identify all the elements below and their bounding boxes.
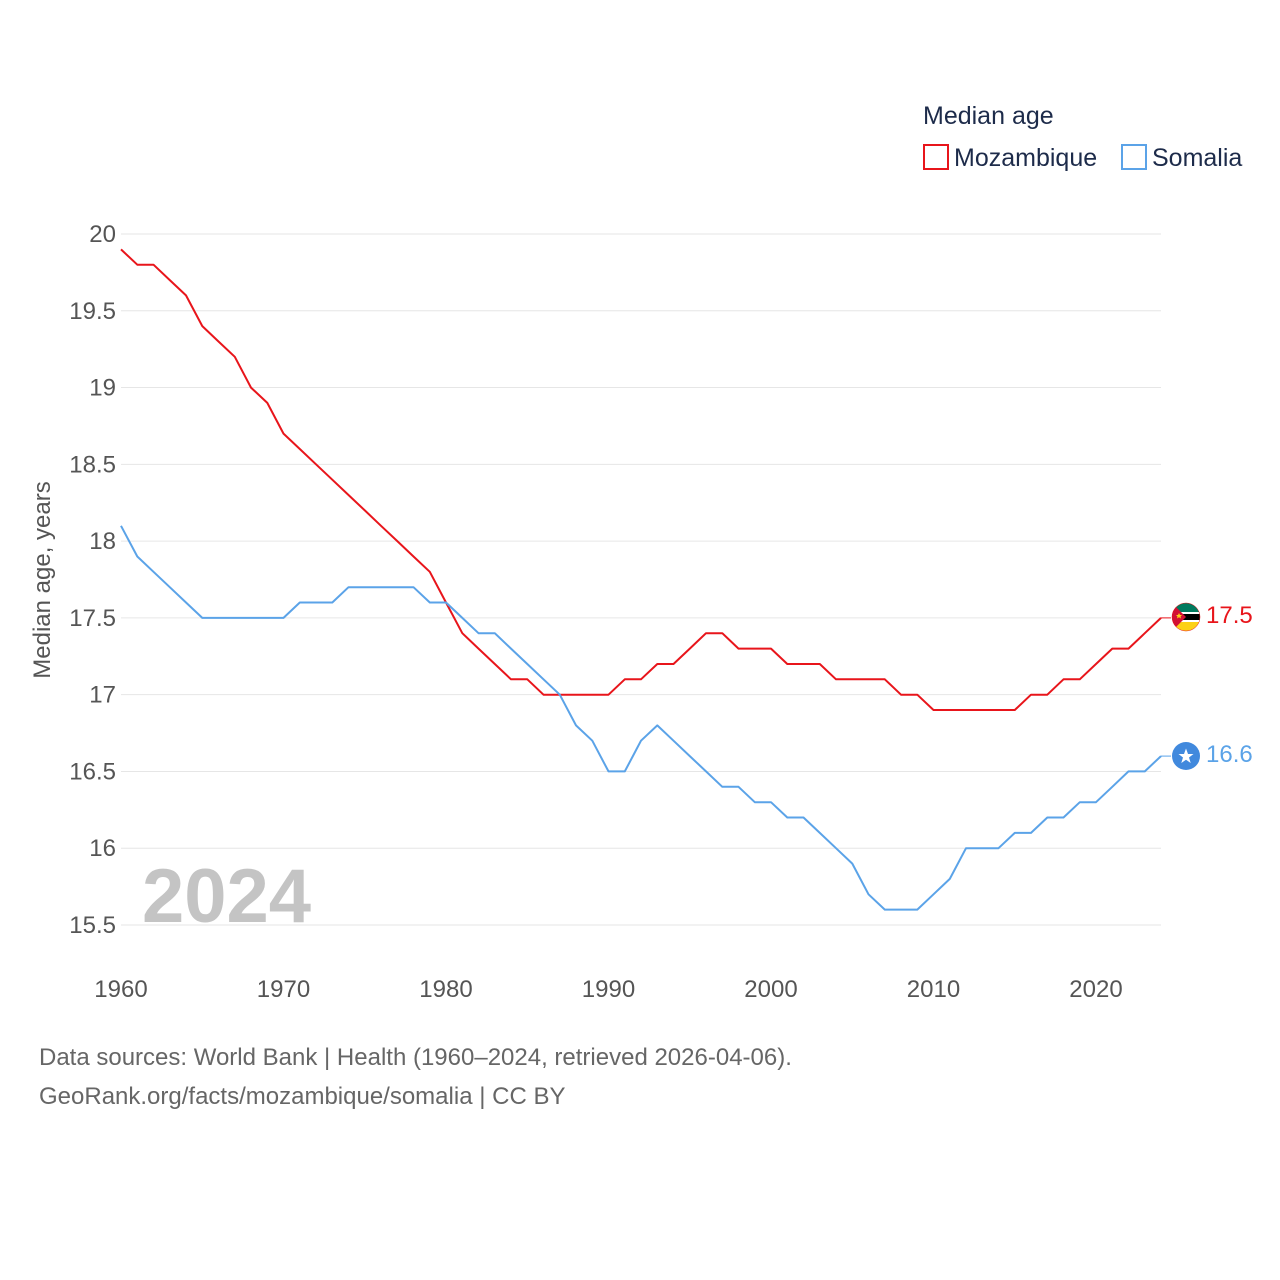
legend-swatch-mozambique — [923, 144, 949, 170]
y-axis-tick-labels: 15.5 16 16.5 17 17.5 18 18.5 19 19.5 20 — [69, 221, 116, 939]
y-tick-label: 18 — [89, 528, 116, 555]
mozambique-flag-marker — [1171, 602, 1201, 632]
y-tick-label: 19.5 — [69, 298, 116, 325]
source-credit-link[interactable]: GeoRank.org/facts/mozambique/somalia | C… — [39, 1083, 566, 1110]
x-tick-label: 2000 — [744, 976, 797, 1003]
legend-item-mozambique[interactable]: Mozambique — [923, 144, 1097, 172]
y-tick-label: 15.5 — [69, 912, 116, 939]
y-tick-label: 19 — [89, 375, 116, 402]
x-tick-label: 1980 — [419, 976, 472, 1003]
somalia-flag-marker — [1172, 742, 1200, 770]
legend: Median age Mozambique Somalia — [923, 102, 1242, 172]
legend-title: Median age — [923, 102, 1054, 130]
grid-lines — [121, 233, 1161, 926]
y-tick-label: 17.5 — [69, 605, 116, 632]
x-tick-label: 1990 — [582, 976, 635, 1003]
year-watermark: 2024 — [142, 854, 311, 939]
legend-swatch-somalia — [1121, 144, 1147, 170]
x-tick-label: 2010 — [907, 976, 960, 1003]
x-tick-label: 1970 — [257, 976, 310, 1003]
legend-item-somalia[interactable]: Somalia — [1121, 144, 1242, 172]
y-tick-label: 16.5 — [69, 758, 116, 785]
mozambique-end-value: 17.5 — [1206, 602, 1253, 629]
x-tick-label: 1960 — [94, 976, 147, 1003]
data-sources-note: Data sources: World Bank | Health (1960–… — [39, 1044, 792, 1071]
legend-label-mozambique: Mozambique — [954, 144, 1097, 172]
x-axis-tick-labels: 1960 1970 1980 1990 2000 2010 2020 — [94, 976, 1122, 1003]
series-line-mozambique[interactable] — [120, 248, 1162, 711]
series-lines — [120, 248, 1171, 911]
y-tick-label: 20 — [89, 221, 116, 248]
legend-label-somalia: Somalia — [1152, 144, 1242, 172]
somalia-end-value: 16.6 — [1206, 741, 1253, 768]
series-line-somalia[interactable] — [120, 525, 1162, 911]
y-tick-label: 18.5 — [69, 451, 116, 478]
x-tick-label: 2020 — [1069, 976, 1122, 1003]
y-tick-label: 16 — [89, 835, 116, 862]
y-tick-label: 17 — [89, 682, 116, 709]
y-axis-title: Median age, years — [29, 481, 56, 678]
